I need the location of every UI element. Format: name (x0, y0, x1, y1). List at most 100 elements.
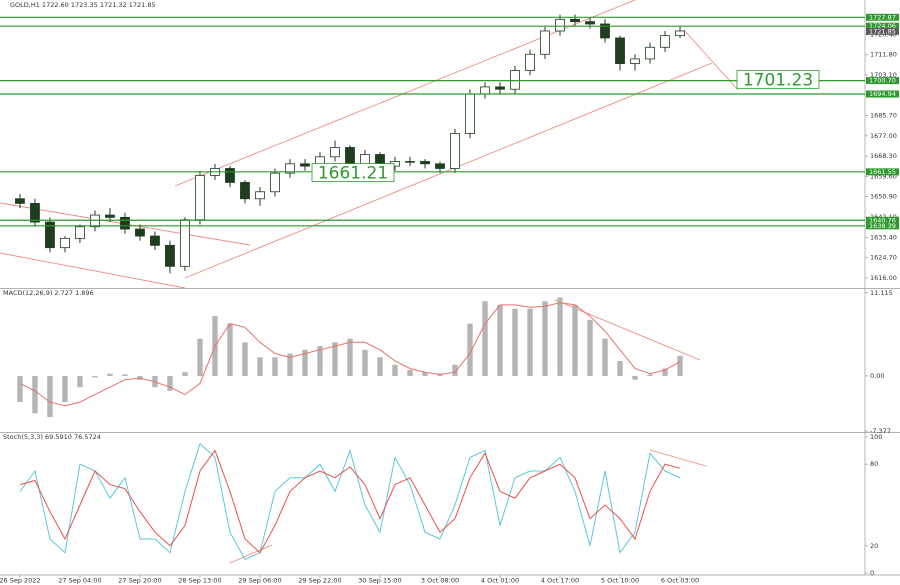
chart-title: GOLD,H1 1722.60 1723.35 1721.32 1721.85 (10, 1, 156, 9)
candle-body (330, 147, 340, 158)
candle-body (105, 214, 115, 218)
candle-body (675, 30, 685, 37)
candle-body (45, 221, 55, 249)
candle-body (420, 161, 430, 165)
macd-bar (482, 301, 488, 376)
y-tick-label: 20 (870, 542, 878, 550)
macd-bar (122, 374, 128, 376)
candle-body (165, 244, 175, 267)
indicator-title: MACD(12,26,9) 2.727 1.896 (3, 289, 94, 297)
candle-body (195, 175, 205, 221)
y-tick-label: 1711.80 (870, 51, 897, 59)
candle-body (60, 237, 70, 249)
candle-body (660, 35, 670, 48)
macd-bar (572, 304, 578, 376)
macd-bar (617, 361, 623, 376)
candle-body (75, 226, 85, 239)
candle-body (30, 203, 40, 223)
macd-bar (602, 338, 608, 376)
indicator-title: Stoch(5,3,3) 69.5910 76.5724 (3, 433, 101, 441)
macd-bar (452, 364, 458, 376)
candle-body (120, 216, 130, 230)
candle-body (615, 37, 625, 64)
y-tick-label: 1668.30 (870, 152, 897, 160)
macd-bar (287, 353, 293, 376)
level-label: 1727.87 (869, 13, 896, 21)
candle-body (585, 21, 595, 25)
stoch-signal-line (19, 449, 681, 554)
y-tick-label: 1650.90 (870, 193, 897, 201)
channel-lower (184, 62, 713, 279)
candle-body (495, 86, 505, 90)
y-tick-label: 80 (870, 460, 878, 468)
y-tick-label: 0.00 (870, 372, 884, 380)
candle-body (225, 168, 235, 183)
level-label-box (866, 77, 899, 85)
level-label-box (866, 216, 899, 224)
candle-body (525, 53, 535, 71)
macd-bar (272, 357, 278, 376)
macd-bar (512, 308, 518, 376)
y-tick-label: 1685.70 (870, 112, 897, 120)
current-price-label: 1721.85 (869, 27, 896, 35)
divergence-line (554, 299, 701, 361)
level-label: 1694.94 (869, 90, 896, 98)
annotation: 1701.23 (743, 70, 813, 90)
macd-bar (632, 375, 638, 380)
macd-bar (92, 375, 98, 378)
level-label: 1638.39 (869, 222, 896, 230)
macd-bar (377, 357, 383, 376)
x-tick-label: 27 Sep 20:00 (118, 577, 161, 585)
macd-bar (677, 355, 683, 376)
level-label-box (866, 22, 899, 30)
x-tick-label: 26 Sep 2022 (0, 577, 41, 585)
annotation-box (311, 163, 395, 183)
candle-body (150, 235, 160, 246)
macd-bar (467, 323, 473, 376)
divergence-line (229, 544, 273, 564)
x-tick-label: 3 Oct 08:00 (421, 577, 459, 585)
level-label: 1724.06 (869, 22, 896, 30)
candle-body (405, 161, 415, 163)
macd-bar (182, 372, 188, 376)
x-tick-label: 29 Sep 22:00 (298, 577, 341, 585)
macd-bar (347, 338, 353, 376)
level-label-box (866, 222, 899, 230)
candle-body (645, 46, 655, 60)
channel-lower (0, 252, 186, 289)
candle-body (90, 214, 100, 228)
candle-body (135, 228, 145, 237)
macd-bar (647, 374, 653, 376)
level-label-box (866, 90, 899, 98)
macd-bar (47, 375, 53, 418)
y-tick-label: 1659.60 (870, 172, 897, 180)
trend-lines (0, 0, 739, 564)
macd-bar (422, 372, 428, 376)
macd-bar (197, 338, 203, 376)
macd-bar (242, 342, 248, 376)
y-tick-label: 1633.40 (870, 233, 897, 241)
annotation-box (736, 69, 820, 89)
macd-bar (302, 349, 308, 376)
level-label-box (866, 13, 899, 21)
macd-bar (527, 308, 533, 376)
level-label-box (866, 168, 899, 176)
current-price-box (866, 27, 899, 35)
y-tick-label: 100 (870, 433, 882, 441)
y-tick-label: -7.377 (870, 427, 891, 435)
x-tick-label: 29 Sep 06:00 (238, 577, 281, 585)
x-tick-label: 4 Oct 01:00 (481, 577, 519, 585)
level-label: 1661.55 (869, 168, 896, 176)
annotation: 1661.21 (318, 164, 388, 184)
macd-bar (557, 297, 563, 376)
candle-body (570, 18, 580, 23)
macd-bar (317, 346, 323, 376)
macd-bar (662, 368, 668, 376)
macd-bar (362, 349, 368, 376)
projection (683, 29, 739, 91)
x-tick-label: 28 Sep 13:00 (178, 577, 221, 585)
macd-bar (17, 375, 23, 403)
stoch-main-line (19, 442, 681, 561)
candle-body (465, 93, 475, 134)
